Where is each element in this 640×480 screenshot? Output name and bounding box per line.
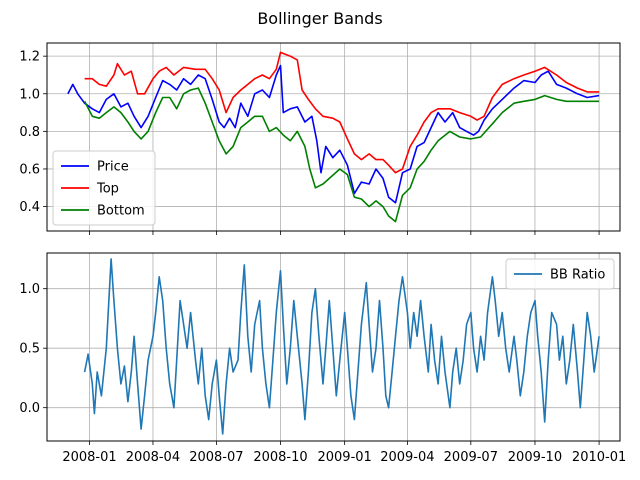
x-tick-label: 2009-01	[317, 450, 371, 465]
x-tick-label: 2008-07	[189, 450, 243, 465]
x-tick-label: 2010-01	[572, 450, 626, 465]
top-series	[67, 51, 600, 223]
y-tick-label: 0.8	[19, 125, 40, 140]
top-y-axis: 0.4 0.6 0.8 1.0 1.2	[19, 50, 47, 215]
series-line-bb-ratio	[83, 258, 600, 435]
series-line-bottom	[83, 87, 600, 223]
top-x-axis	[89, 231, 600, 235]
y-tick-label: 1.0	[19, 282, 40, 297]
bottom-y-axis: 0.0 0.5 1.0	[19, 282, 47, 416]
bottom-series	[83, 258, 600, 435]
legend-label: Price	[97, 160, 129, 175]
x-tick-label: 2009-07	[444, 450, 498, 465]
legend-label: BB Ratio	[550, 268, 605, 283]
legend-box	[505, 258, 615, 290]
bottom-frame	[46, 252, 621, 442]
bottom-panel: 0.00.51.0 2008-01 2008-04 2008-07 2008-10 20…	[19, 252, 626, 465]
x-tick-label: 2009-04	[380, 450, 434, 465]
legend-label: Top	[96, 182, 119, 197]
bottom-legend: BB Ratio	[505, 258, 615, 290]
x-tick-label: 2008-04	[126, 450, 180, 465]
top-frame	[46, 42, 621, 232]
series-line-top	[84, 51, 600, 174]
legend-box	[52, 150, 156, 226]
y-tick-label: 1.0	[19, 87, 40, 102]
y-tick-label: 0.5	[19, 342, 40, 357]
top-panel: 0.4 0.6 0.8 1.0 1.2 Price Top Bottom	[19, 42, 621, 235]
x-tick-label: 2009-10	[508, 450, 562, 465]
legend-label: Bottom	[97, 204, 145, 219]
bottom-x-axis: 2008-01 2008-04 2008-07 2008-10 2009-01 2009-…	[62, 441, 626, 465]
y-tick-label: 0.4	[19, 200, 40, 215]
y-tick-label: 1.2	[19, 50, 40, 65]
x-tick-label: 2008-10	[253, 450, 307, 465]
figure-title: Bollinger Bands	[257, 9, 382, 28]
top-legend: Price Top Bottom	[52, 150, 156, 226]
y-tick-label: 0.0	[19, 401, 40, 416]
x-tick-label: 2008-01	[62, 450, 116, 465]
series-line-price	[67, 64, 600, 204]
y-tick-label: 0.6	[19, 162, 40, 177]
